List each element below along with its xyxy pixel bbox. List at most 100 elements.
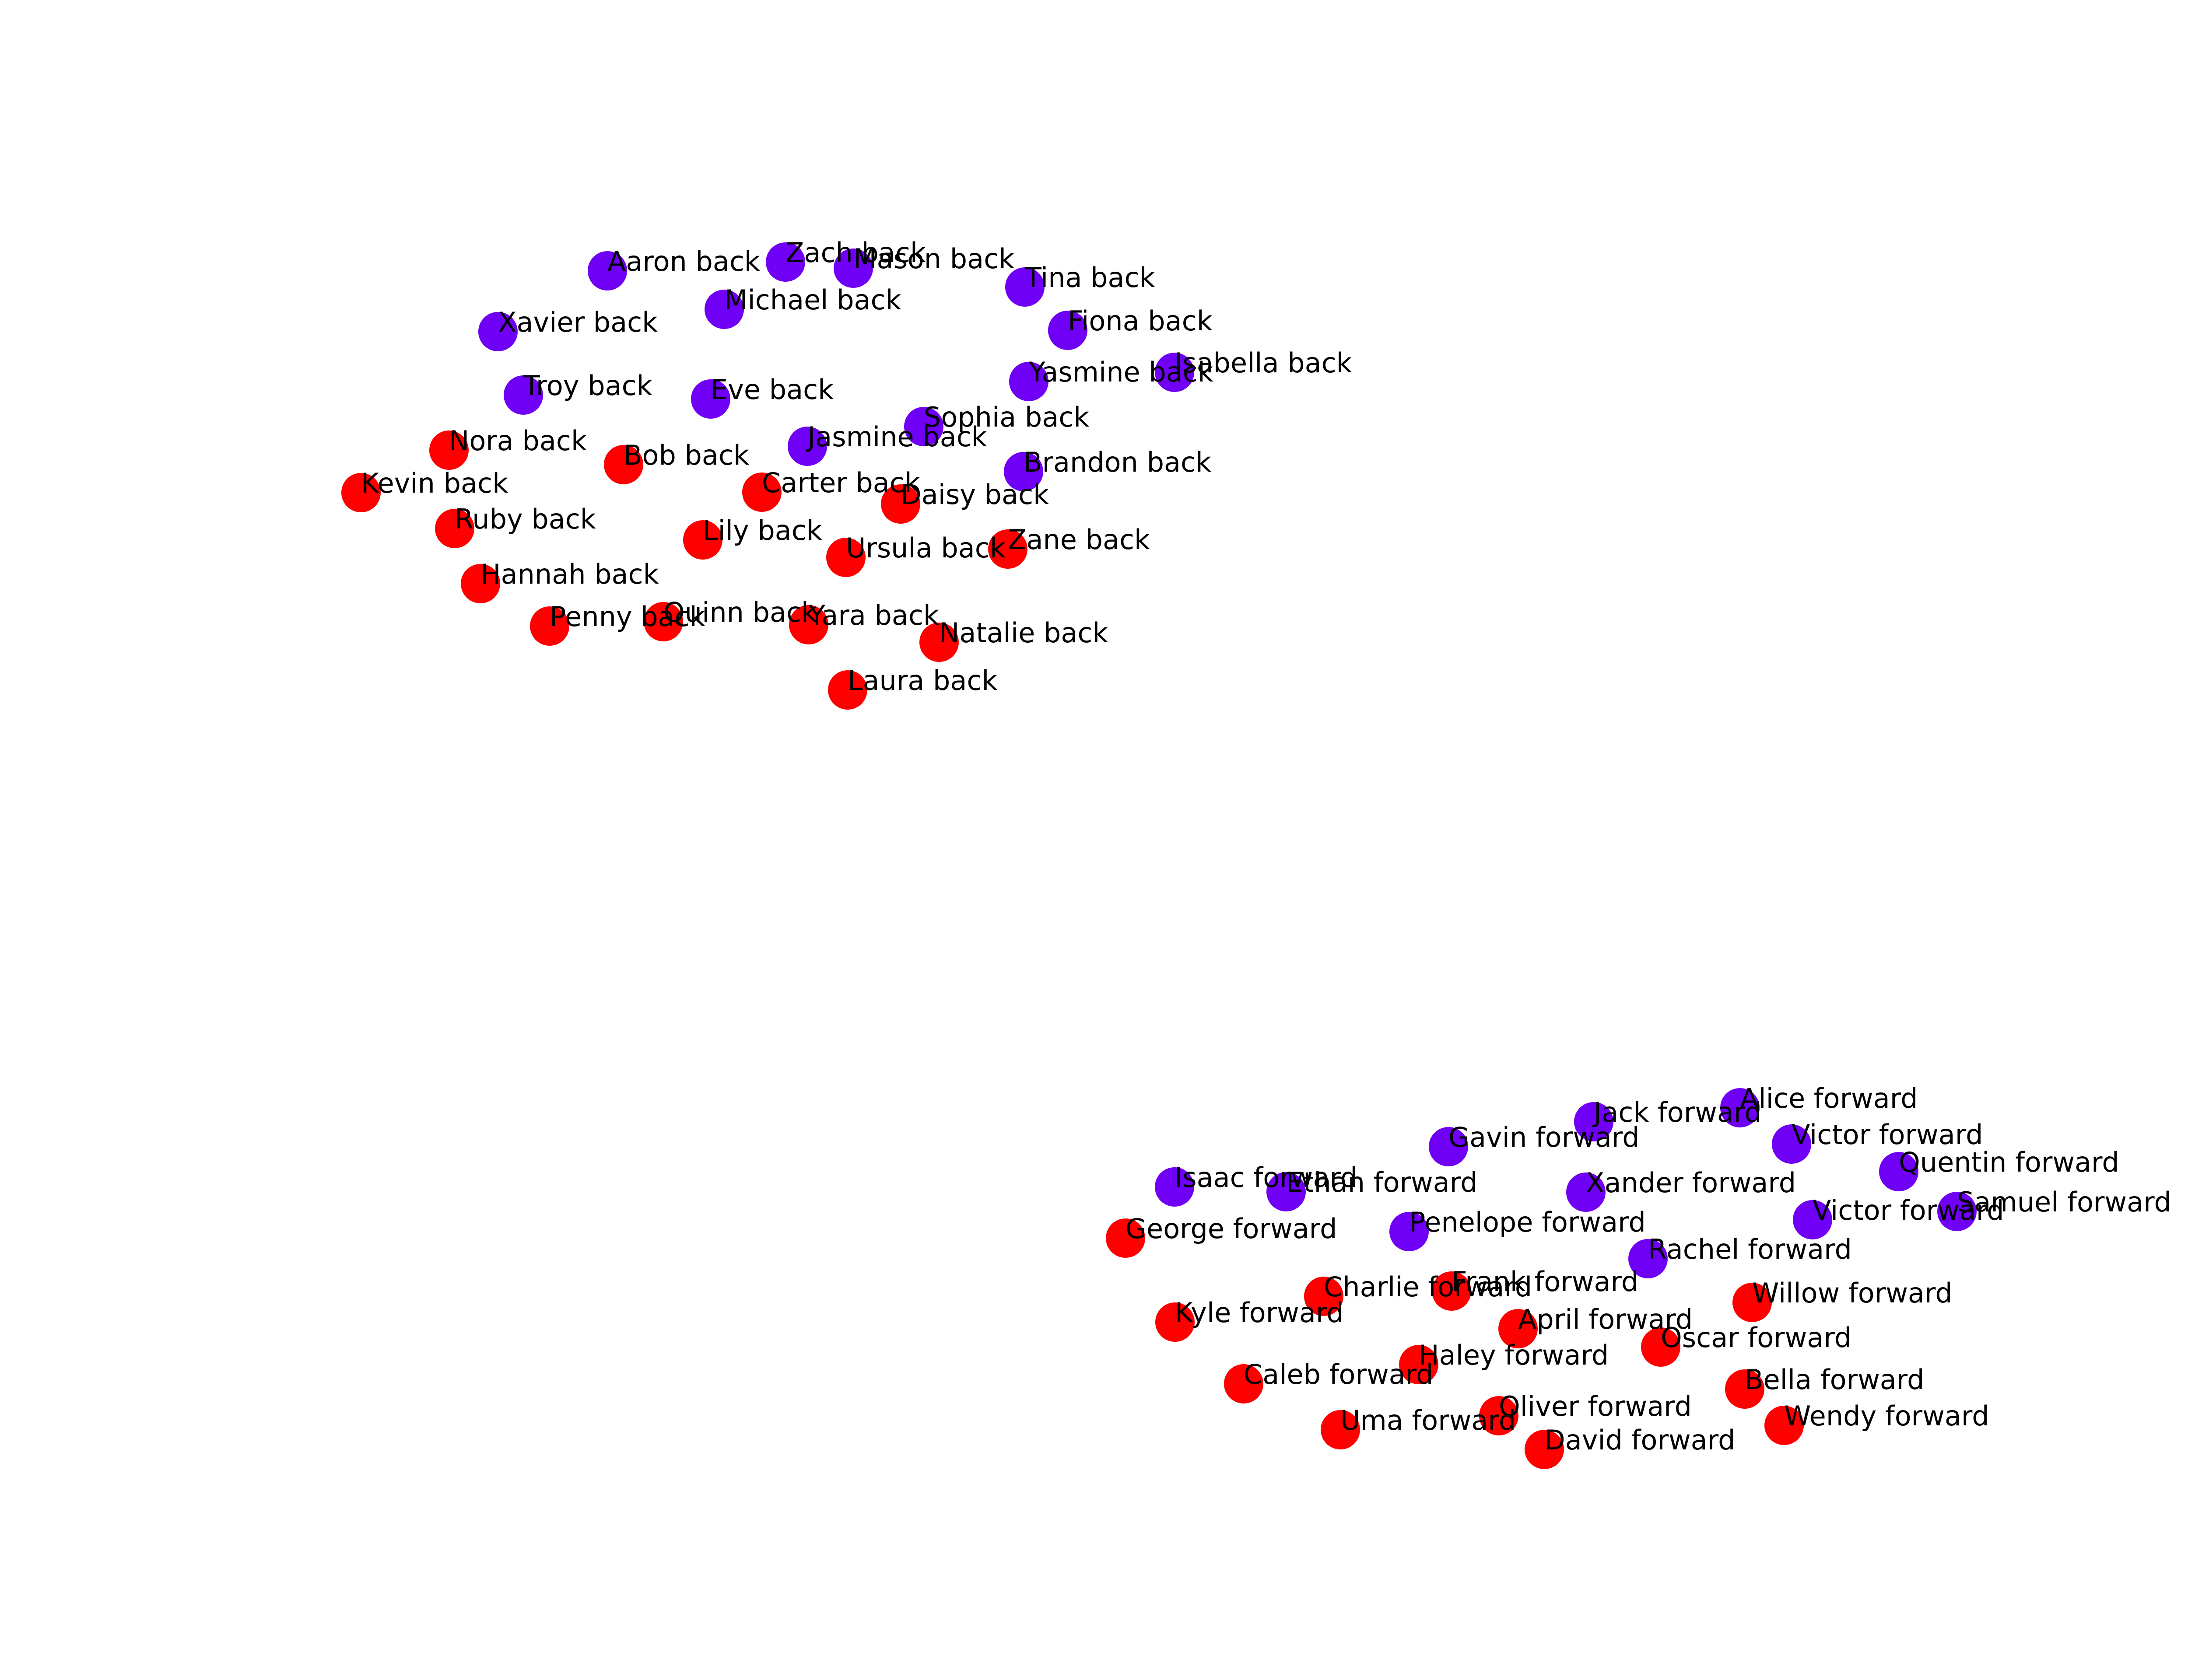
- node-carter-back-17: [742, 472, 782, 512]
- node-label-caleb-forward-49: Caleb forward: [1244, 1358, 1433, 1390]
- node-label-natalie-back-27: Natalie back: [939, 617, 1108, 649]
- node-bob-back-15: [604, 445, 643, 484]
- node-kyle-forward-45: [1155, 1302, 1195, 1342]
- node-label-hannah-back-23: Hannah back: [480, 558, 659, 590]
- node-label-bob-back-15: Bob back: [624, 439, 749, 471]
- node-sophia-back-11: [904, 407, 943, 446]
- node-alice-forward-29: [1720, 1088, 1760, 1127]
- node-haley-forward-48: [1399, 1345, 1438, 1384]
- node-caleb-forward-49: [1224, 1364, 1263, 1404]
- node-label-laura-back-28: Laura back: [848, 665, 997, 696]
- node-charlie-forward-43: [1304, 1277, 1343, 1316]
- node-rachel-forward-40: [1628, 1239, 1668, 1278]
- node-label-isabella-back-7: Isabella back: [1175, 347, 1352, 379]
- node-label-kevin-back-16: Kevin back: [361, 467, 508, 499]
- node-aaron-back-0: [588, 251, 627, 290]
- node-label-alice-forward-29: Alice forward: [1740, 1082, 1918, 1114]
- node-label-xander-forward-36: Xander forward: [1586, 1167, 1796, 1199]
- node-fiona-back-6: [1048, 311, 1087, 350]
- node-label-jasmine-back-12: Jasmine back: [806, 421, 987, 453]
- node-willow-forward-44: [1732, 1283, 1772, 1322]
- node-label-charlie-forward-43: Charlie forward: [1324, 1271, 1532, 1303]
- node-label-yasmine-back-8: Yasmine back: [1028, 356, 1213, 388]
- node-label-victor-forward-38: Victor forward: [1813, 1194, 2004, 1226]
- node-quinn-back-25: [644, 602, 683, 641]
- node-george-forward-41: [1106, 1218, 1145, 1258]
- node-troy-back-9: [504, 375, 543, 415]
- node-michael-back-4: [705, 290, 744, 329]
- node-label-eve-back-10: Eve back: [711, 374, 834, 406]
- node-isaac-forward-34: [1155, 1167, 1194, 1207]
- node-kevin-back-16: [341, 473, 381, 512]
- node-label-rachel-forward-40: Rachel forward: [1648, 1233, 1852, 1265]
- node-label-willow-forward-44: Willow forward: [1752, 1277, 1953, 1309]
- node-label-aaron-back-0: Aaron back: [607, 245, 760, 277]
- node-samuel-forward-37: [1937, 1192, 1977, 1231]
- node-label-xavier-back-5: Xavier back: [498, 306, 658, 338]
- node-zane-back-22: [988, 529, 1027, 569]
- node-oliver-forward-51: [1479, 1396, 1518, 1435]
- node-lily-back-20: [683, 520, 722, 560]
- node-hannah-back-23: [461, 564, 500, 603]
- node-label-haley-forward-48: Haley forward: [1419, 1339, 1609, 1371]
- node-jack-forward-30: [1574, 1102, 1613, 1141]
- node-label-nora-back-14: Nora back: [449, 425, 587, 457]
- node-wendy-forward-52: [1764, 1406, 1804, 1445]
- node-ursula-back-21: [826, 538, 866, 577]
- node-label-quentin-forward-33: Quentin forward: [1899, 1146, 2119, 1178]
- node-ethan-forward-35: [1266, 1172, 1306, 1211]
- node-label-wendy-forward-52: Wendy forward: [1784, 1400, 1989, 1432]
- node-label-frank-forward-42: Frank forward: [1452, 1266, 1638, 1298]
- node-zach-back-1: [766, 242, 805, 282]
- node-xavier-back-5: [478, 312, 518, 351]
- node-tina-back-3: [1005, 267, 1045, 307]
- node-label-carter-back-17: Carter back: [762, 467, 920, 499]
- node-label-yara-back-26: Yara back: [808, 599, 939, 631]
- node-oscar-forward-47: [1641, 1327, 1680, 1367]
- node-label-zach-back-1: Zach back: [785, 237, 926, 269]
- node-label-fiona-back-6: Fiona back: [1068, 305, 1213, 337]
- node-yara-back-26: [789, 605, 828, 644]
- node-yasmine-back-8: [1009, 362, 1048, 401]
- node-penelope-forward-39: [1389, 1212, 1429, 1251]
- node-penny-back-24: [530, 606, 569, 646]
- node-label-kyle-forward-45: Kyle forward: [1175, 1297, 1344, 1329]
- node-label-ruby-back-19: Ruby back: [455, 503, 596, 535]
- node-quentin-forward-33: [1879, 1152, 1918, 1191]
- node-label-quinn-back-25: Quinn back: [663, 596, 817, 628]
- node-label-brandon-back-13: Brandon back: [1024, 446, 1211, 478]
- node-mason-back-2: [834, 248, 873, 288]
- node-label-oliver-forward-51: Oliver forward: [1499, 1390, 1692, 1422]
- node-nora-back-14: [429, 430, 469, 470]
- node-frank-forward-42: [1432, 1271, 1471, 1311]
- node-label-david-forward-54: David forward: [1544, 1424, 1735, 1456]
- node-label-zane-back-22: Zane back: [1008, 524, 1150, 556]
- node-label-sophia-back-11: Sophia back: [924, 401, 1089, 433]
- node-label-penelope-forward-39: Penelope forward: [1409, 1206, 1646, 1238]
- node-label-penny-back-24: Penny back: [550, 601, 705, 633]
- node-xander-forward-36: [1566, 1172, 1606, 1212]
- node-label-troy-back-9: Troy back: [523, 370, 652, 402]
- node-label-ethan-forward-35: Ethan forward: [1286, 1166, 1477, 1198]
- node-bella-forward-50: [1725, 1369, 1764, 1409]
- node-gavin-forward-31: [1429, 1127, 1468, 1166]
- node-label-lily-back-20: Lily back: [703, 514, 822, 546]
- node-label-michael-back-4: Michael back: [724, 284, 901, 316]
- node-jasmine-back-12: [788, 427, 827, 466]
- node-ruby-back-19: [435, 509, 474, 548]
- node-label-mason-back-2: Mason back: [853, 243, 1014, 275]
- node-brandon-back-13: [1004, 452, 1043, 491]
- node-label-gavin-forward-31: Gavin forward: [1448, 1121, 1640, 1153]
- node-label-tina-back-3: Tina back: [1024, 262, 1155, 294]
- node-victor-forward-38: [1793, 1200, 1832, 1239]
- node-natalie-back-27: [919, 623, 959, 662]
- node-april-forward-46: [1498, 1309, 1538, 1348]
- node-label-victor-forward-32: Victor forward: [1792, 1119, 1983, 1151]
- node-isabella-back-7: [1155, 353, 1194, 392]
- node-label-george-forward-41: George forward: [1126, 1213, 1337, 1245]
- node-david-forward-54: [1525, 1430, 1564, 1469]
- node-laura-back-28: [828, 670, 867, 710]
- node-label-daisy-back-18: Daisy back: [901, 479, 1049, 511]
